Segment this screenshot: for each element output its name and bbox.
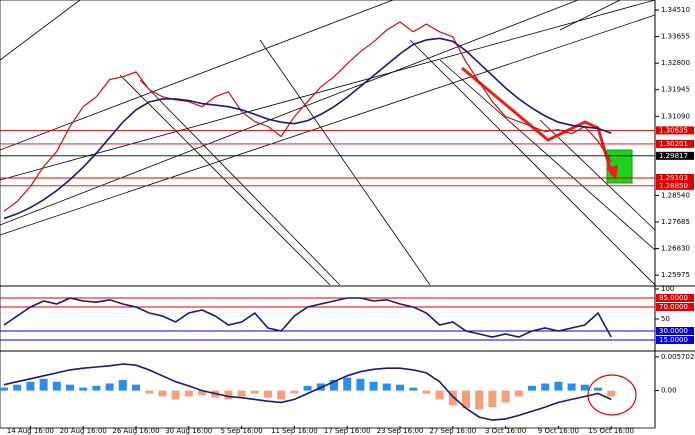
x-tick-label: 15 Oct 16:00 <box>588 427 634 435</box>
y-tick-label: 1.28540 <box>661 191 690 199</box>
histogram-bar <box>105 383 114 391</box>
histogram-bar <box>514 390 523 397</box>
level-label: 1.28850 <box>659 182 688 190</box>
level-label: 30.0000 <box>659 327 688 335</box>
y-tick-label: 1.34510 <box>661 6 690 14</box>
histogram-bar <box>541 383 550 391</box>
y-tick-label: 1.32800 <box>661 59 690 67</box>
plot-frame <box>0 0 656 429</box>
histogram-bar <box>13 384 22 391</box>
histogram-bar <box>343 377 352 391</box>
histogram-bar <box>475 390 484 410</box>
histogram-bar <box>382 383 391 391</box>
histogram-bar <box>290 390 299 394</box>
histogram-bar <box>39 378 48 391</box>
level-label: 1.29103 <box>659 174 688 182</box>
histogram-bar <box>422 390 431 394</box>
y-tick-label: 0.0057029 <box>661 353 695 361</box>
level-label: 1.30635 <box>659 126 688 134</box>
level-label-box <box>656 294 694 302</box>
x-tick-label: 23 Sep 16:00 <box>377 427 424 435</box>
level-label-box <box>656 126 694 135</box>
x-tick-label: 5 Sep 16:00 <box>220 427 262 435</box>
histogram-bar <box>171 390 180 400</box>
x-tick-label: 30 Aug 16:00 <box>165 427 212 435</box>
x-tick-label: 17 Sep 16:00 <box>324 427 371 435</box>
histogram-bar <box>118 379 127 391</box>
histogram-bar <box>369 381 378 391</box>
y-tick-label: 0.00 <box>661 387 677 395</box>
level-label: 85.0000 <box>659 294 688 302</box>
x-tick-label: 20 Aug 16:00 <box>60 427 107 435</box>
histogram-bar <box>184 390 193 397</box>
x-tick-label: 9 Oct 16:00 <box>538 427 579 435</box>
histogram-bar <box>264 390 272 398</box>
histogram-bar <box>66 384 74 391</box>
level-label: 70.0000 <box>659 303 688 311</box>
histogram-bar <box>198 390 206 396</box>
x-tick-label: 14 Aug 16:00 <box>7 427 54 435</box>
level-label-box <box>656 181 694 190</box>
level-label: 15.0000 <box>659 336 688 344</box>
histogram-bar <box>237 390 246 397</box>
y-tick-label: 1.27685 <box>661 218 690 226</box>
histogram-bar <box>92 385 101 391</box>
histogram-bar <box>554 381 563 391</box>
level-label-box <box>656 139 694 148</box>
histogram-bar <box>528 385 536 391</box>
histogram-bar <box>448 390 457 406</box>
arrow-head <box>606 165 618 180</box>
y-tick-label: 1.25975 <box>661 271 690 279</box>
y-tick-label: 50 <box>661 315 670 323</box>
level-label: 1.29817 <box>659 152 688 160</box>
y-tick-label: 1.33655 <box>661 33 690 41</box>
histogram-bar <box>158 390 167 397</box>
histogram-bar <box>52 381 61 391</box>
level-label-box <box>656 151 694 160</box>
histogram-bar <box>0 387 8 391</box>
y-tick-label: 1.26830 <box>661 245 690 253</box>
histogram-bar <box>250 390 259 394</box>
histogram-bar <box>356 378 365 391</box>
histogram-bar <box>462 390 470 409</box>
trend-lines <box>0 0 655 285</box>
histogram-bar <box>277 390 286 400</box>
histogram-bar <box>132 384 140 391</box>
histogram-bar <box>303 385 312 391</box>
y-tick-label: 100 <box>661 285 674 293</box>
series-line <box>3 297 612 338</box>
histogram-bar <box>224 390 233 400</box>
histogram-bar <box>580 384 589 391</box>
level-label-box <box>656 327 694 335</box>
series-line <box>3 21 612 212</box>
x-tick-label: 3 Oct 16:00 <box>485 427 526 435</box>
histogram-bar <box>79 387 88 391</box>
histogram-bar <box>594 387 602 391</box>
histogram-bar <box>607 390 616 397</box>
histogram-bar <box>145 390 154 394</box>
level-label-box <box>656 303 694 311</box>
histogram-bar <box>396 384 404 391</box>
series-line <box>3 363 612 421</box>
y-tick-label: 1.31945 <box>661 86 690 94</box>
y-tick-label: 1.31090 <box>661 112 690 120</box>
series-line <box>3 37 612 220</box>
x-tick-label: 26 Aug 16:00 <box>112 427 159 435</box>
histogram-bar <box>330 379 338 391</box>
level-label: 1.30201 <box>659 140 688 148</box>
level-label-box <box>656 336 694 344</box>
level-label-box <box>656 174 694 183</box>
x-tick-label: 11 Sep 16:00 <box>271 427 318 435</box>
histogram-bar <box>501 390 510 403</box>
histogram-bar <box>488 390 497 408</box>
histogram-bar <box>409 387 418 391</box>
histogram-bar <box>26 381 35 391</box>
histogram-bar <box>435 390 444 400</box>
histogram-bar <box>567 383 576 391</box>
x-tick-label: 27 Sep 16:00 <box>429 427 476 435</box>
